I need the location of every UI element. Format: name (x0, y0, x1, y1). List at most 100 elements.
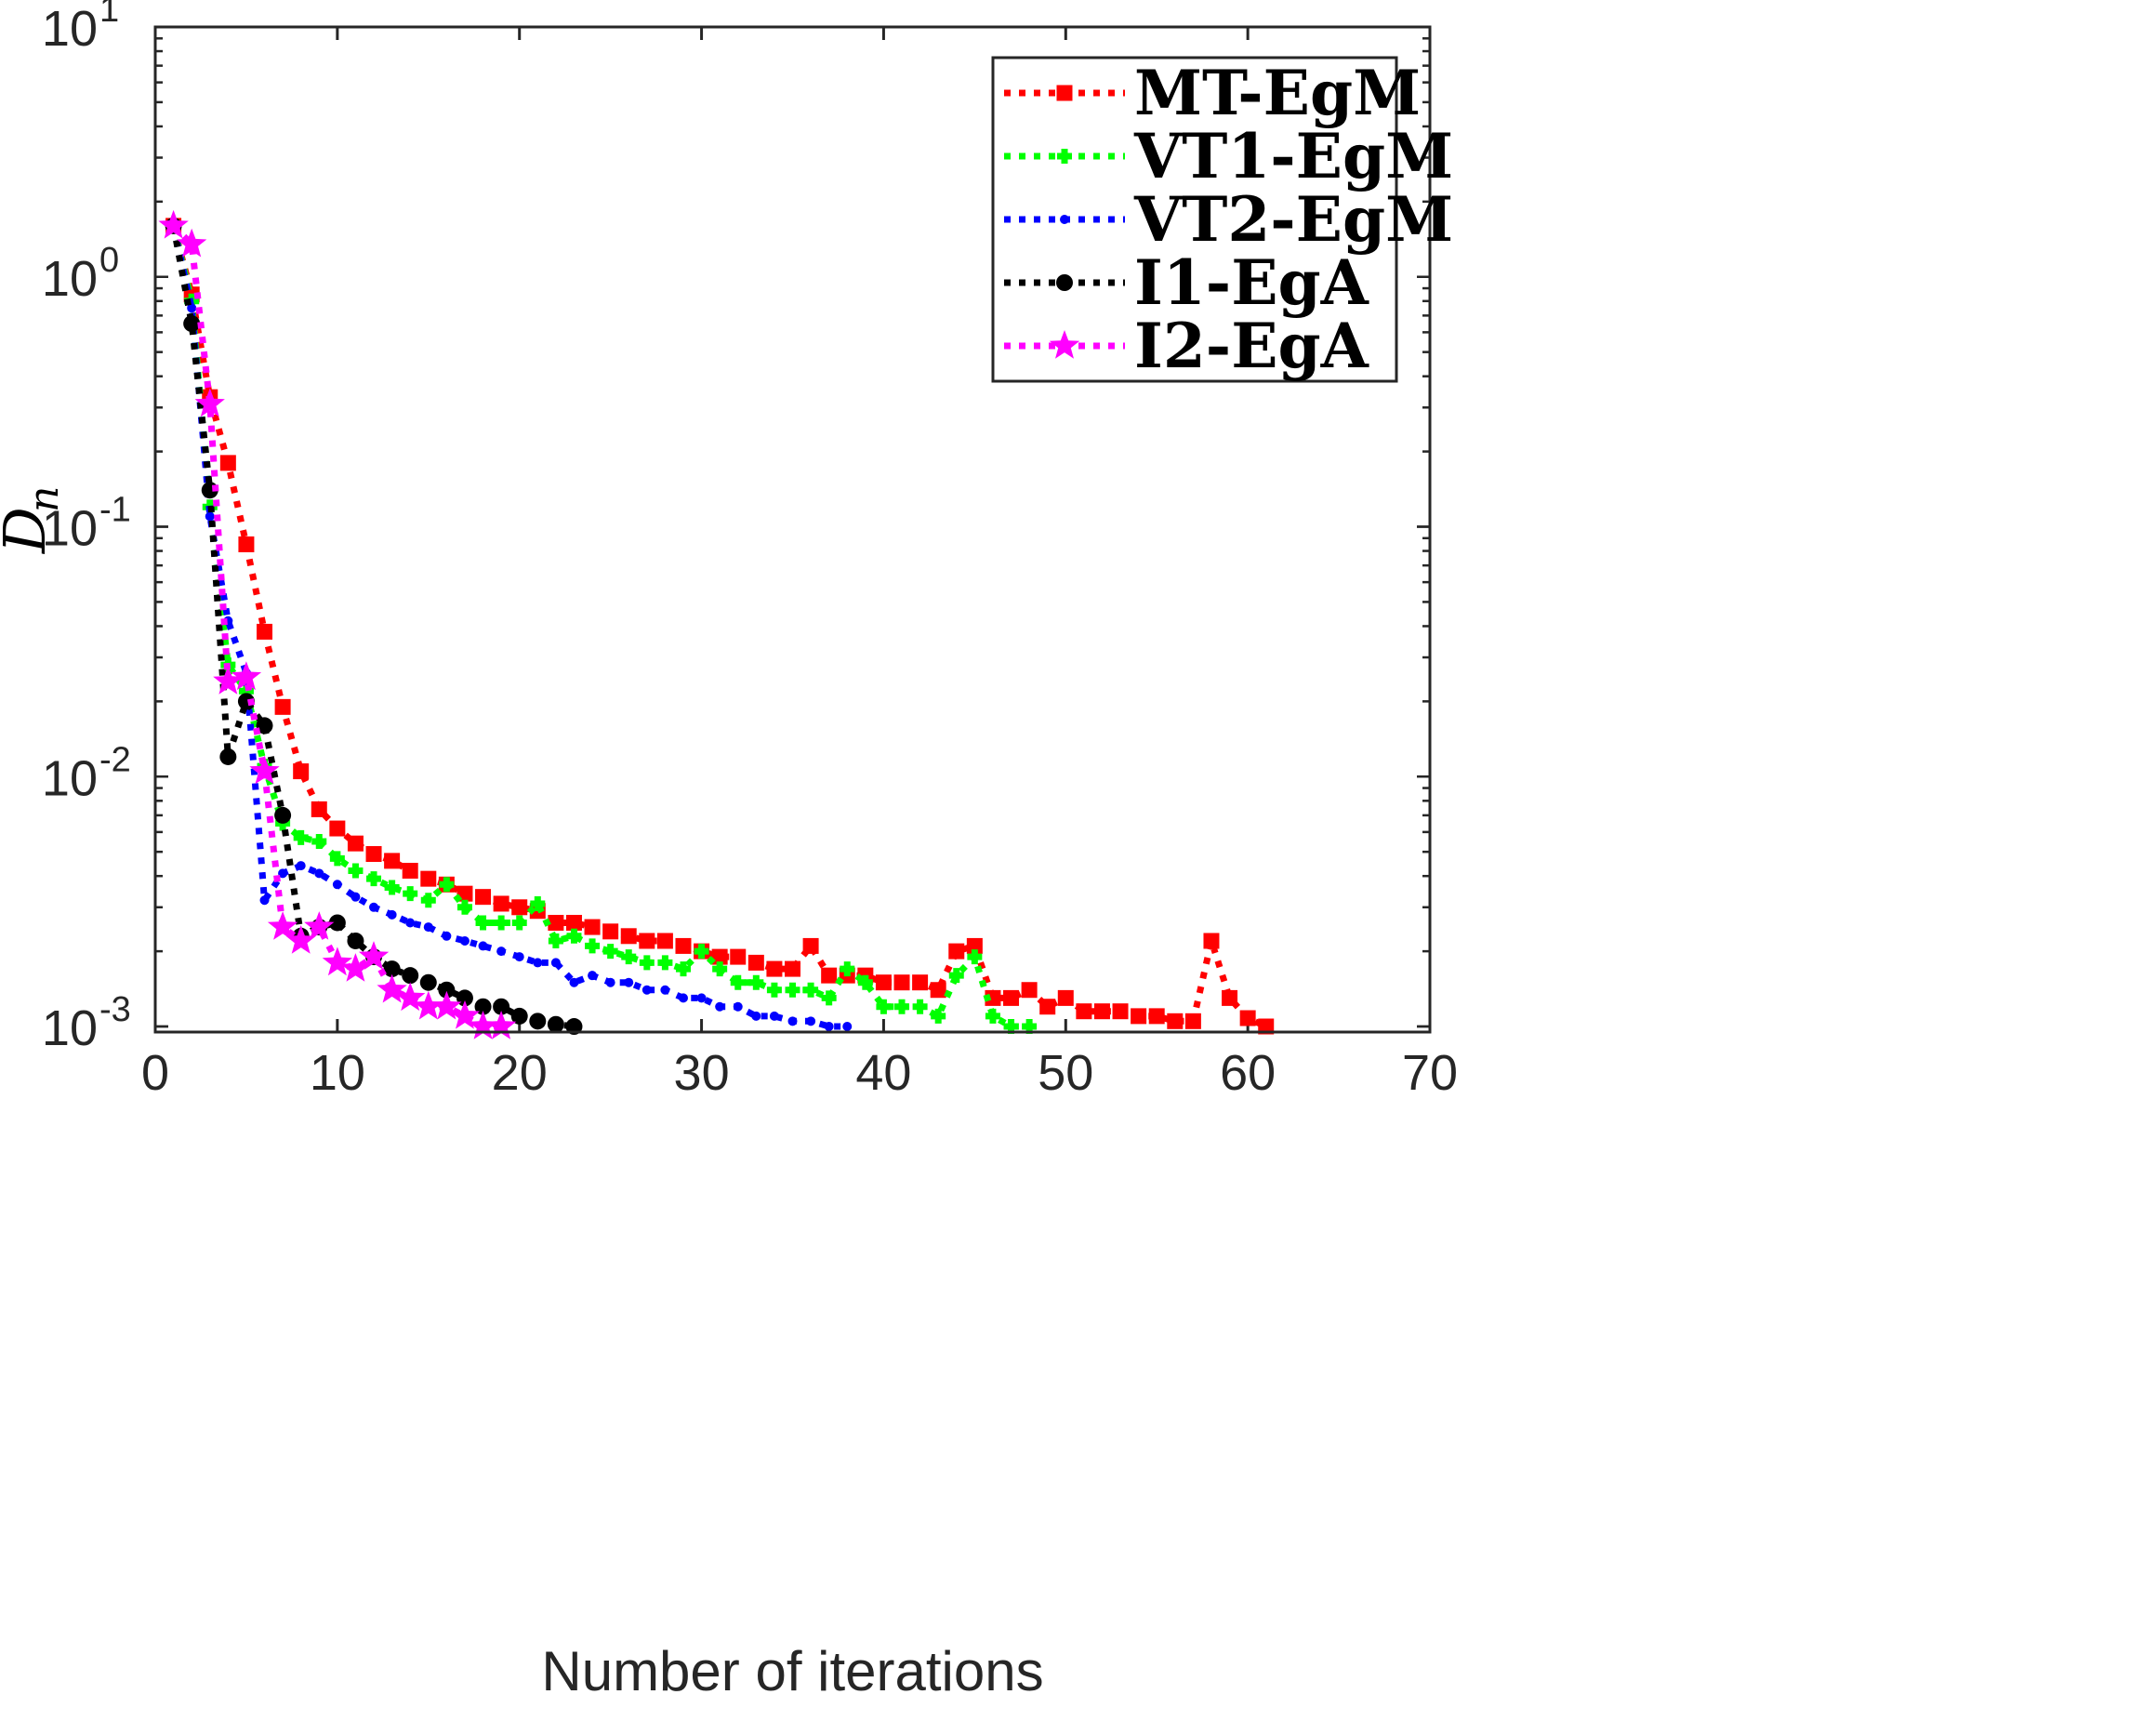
data-point-mt-egm (785, 960, 800, 977)
data-point-mt-egm (1239, 1010, 1256, 1026)
data-point-mt-egm (675, 937, 692, 954)
y-tick-exponent: -1 (99, 491, 131, 530)
data-point-i2-ega (249, 755, 280, 785)
y-tick-label: 10 (42, 750, 98, 806)
data-point-mt-egm (948, 943, 965, 960)
y-tick-exponent: -2 (99, 740, 131, 779)
x-tick-labels: 0 10 20 30 40 50 60 70 (141, 1045, 1458, 1101)
data-point-mt-egm (493, 895, 509, 912)
data-point-mt-egm (1148, 1008, 1165, 1025)
data-point-i1-ega (547, 1015, 564, 1033)
data-point-vt2-egm (187, 303, 197, 313)
data-point-vt2-egm (715, 1001, 725, 1012)
y-tick-exponent: 0 (99, 241, 119, 280)
data-point-vt1-egm (566, 928, 582, 944)
data-point-vt2-egm (787, 1016, 798, 1026)
data-point-vt1-egm (403, 886, 418, 902)
data-point-vt1-egm (293, 829, 309, 845)
data-point-i1-ega (383, 960, 401, 978)
data-point-mt-egm (402, 863, 418, 880)
data-point-vt1-egm (420, 893, 436, 908)
data-point-vt1-egm (530, 895, 546, 911)
data-point-vt1-egm (948, 968, 964, 984)
data-point-vt1-egm (967, 949, 983, 965)
data-point-vt2-egm (442, 931, 452, 941)
data-point-mt-egm (1203, 933, 1220, 949)
data-point-vt2-egm (642, 985, 652, 995)
data-point-mt-egm (821, 967, 838, 984)
data-point-vt2-egm (478, 941, 488, 951)
legend-item-i2-ega: I2-EgA (1004, 310, 1369, 382)
data-point-vt1-egm (730, 974, 746, 990)
legend-marker-vt1-egm (1057, 149, 1072, 164)
data-point-vt2-egm (259, 895, 270, 906)
data-point-vt2-egm (496, 947, 507, 957)
data-point-vt1-egm (475, 915, 491, 931)
y-axis-label-main: D (0, 507, 59, 554)
data-point-mt-egm (238, 536, 255, 552)
data-point-mt-egm (766, 960, 783, 977)
series-vt2-egm (168, 220, 853, 1032)
data-point-vt1-egm (511, 915, 527, 931)
data-point-mt-egm (1184, 1013, 1201, 1029)
data-point-mt-egm (730, 948, 747, 965)
data-point-mt-egm (1167, 1013, 1184, 1029)
data-point-mt-egm (1039, 999, 1056, 1015)
data-point-mt-egm (1057, 989, 1074, 1006)
legend-marker-i1-ega (1056, 274, 1073, 291)
data-point-vt1-egm (439, 877, 455, 893)
y-tick-exponent: -3 (99, 990, 131, 1029)
data-point-vt1-egm (384, 880, 400, 895)
data-point-mt-egm (347, 835, 364, 852)
legend-item-mt-egm: MT-EgM (1004, 57, 1421, 129)
data-point-i2-ega (340, 953, 371, 982)
x-tick-label: 10 (310, 1045, 365, 1101)
data-point-mt-egm (893, 974, 910, 991)
data-point-mt-egm (293, 763, 310, 780)
data-point-vt1-egm (494, 915, 509, 931)
data-point-i1-ega (347, 932, 364, 949)
data-point-mt-egm (257, 623, 273, 640)
data-point-vt2-egm (314, 868, 324, 879)
data-point-i2-ega (158, 209, 189, 239)
data-point-mt-egm (602, 923, 619, 940)
data-point-vt1-egm (694, 944, 709, 960)
data-point-i2-ega (194, 388, 225, 417)
data-point-vt2-egm (296, 861, 306, 871)
data-point-vt2-egm (533, 958, 543, 968)
data-point-i2-ega (358, 941, 390, 970)
data-point-mt-egm (656, 933, 673, 949)
data-point-i2-ega (285, 925, 316, 954)
data-point-i1-ega (183, 315, 201, 333)
data-point-i1-ega (256, 717, 273, 735)
x-tick-label: 60 (1220, 1045, 1276, 1101)
legend-label-vt2-egm: VT2-EgM (1133, 183, 1453, 256)
y-axis-label-subscript: n (20, 486, 68, 512)
data-point-i2-ega (431, 990, 462, 1020)
data-point-i2-ega (177, 228, 207, 258)
data-point-vt2-egm (569, 977, 579, 987)
data-point-i1-ega (510, 1007, 528, 1025)
data-point-mt-egm (420, 870, 437, 887)
data-point-mt-egm (1112, 1003, 1129, 1020)
data-point-i2-ega (377, 973, 407, 1003)
data-point-i1-ega (274, 806, 292, 824)
data-point-mt-egm (274, 698, 291, 715)
x-tick-label: 70 (1402, 1045, 1458, 1101)
data-point-vt1-egm (456, 899, 472, 915)
data-point-i2-ega (413, 990, 443, 1020)
legend-marker-i2-ega (1049, 330, 1080, 359)
data-point-vt1-egm (329, 851, 345, 867)
data-point-i1-ega (328, 914, 346, 932)
data-point-mt-egm (1093, 1003, 1110, 1020)
data-point-vt1-egm (675, 961, 691, 977)
plot-frame (153, 25, 1432, 1034)
data-point-vt2-egm (678, 993, 688, 1003)
series-group (158, 209, 1275, 1039)
data-point-vt1-egm (912, 999, 928, 1014)
data-point-vt2-egm (588, 971, 598, 981)
y-tick-label: 10 (42, 251, 98, 307)
legend-label-mt-egm: MT-EgM (1134, 57, 1421, 129)
